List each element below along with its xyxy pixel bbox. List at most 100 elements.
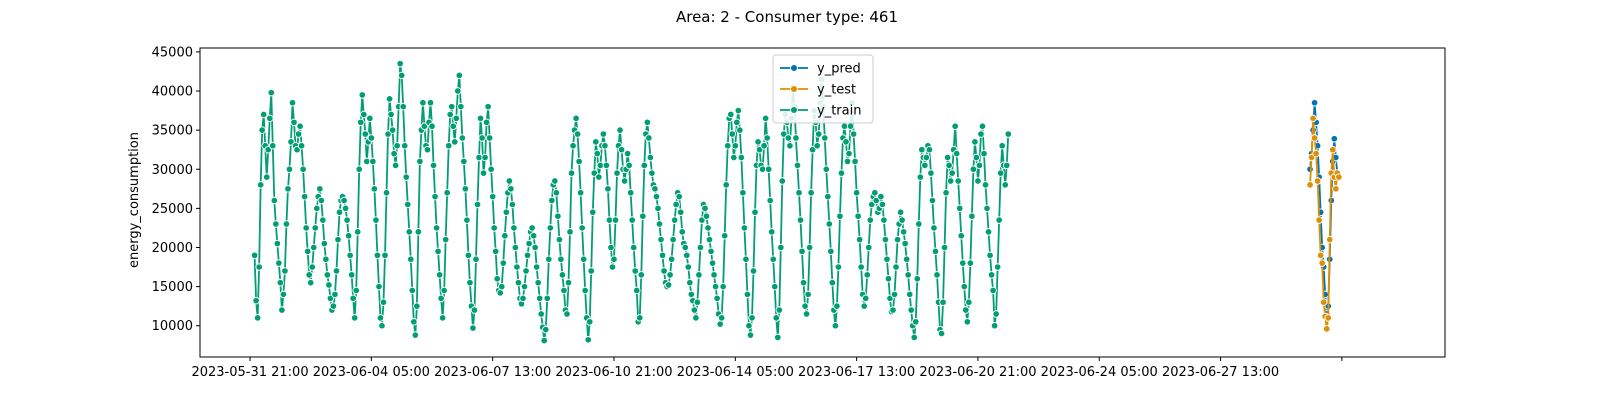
data-point (528, 224, 536, 232)
data-point (554, 212, 562, 220)
data-point (922, 153, 931, 162)
data-point (388, 126, 397, 134)
data-point (963, 318, 972, 326)
data-point (1330, 134, 1339, 143)
data-point (428, 122, 436, 130)
data-point (569, 142, 577, 150)
data-point (686, 278, 694, 287)
data-point (551, 177, 559, 185)
data-point (851, 157, 859, 166)
data-point (548, 196, 556, 205)
data-point (898, 216, 906, 224)
data-point (986, 251, 994, 260)
data-point (728, 130, 737, 138)
data-point (360, 110, 368, 119)
data-point (670, 216, 679, 224)
data-point (479, 169, 488, 177)
data-point (893, 235, 902, 244)
data-point (507, 185, 515, 193)
data-point (971, 138, 979, 146)
data-point (322, 255, 330, 263)
data-point (760, 142, 768, 150)
data-point (987, 271, 996, 279)
data-point (393, 142, 401, 150)
data-point (1310, 99, 1319, 107)
data-point (490, 224, 498, 232)
data-point (323, 271, 332, 279)
data-point (484, 102, 492, 111)
data-point (1315, 216, 1323, 224)
data-point (722, 181, 730, 189)
data-point (928, 196, 937, 205)
x-tick-label: 2023-06-04 05:00 (313, 365, 430, 380)
series-line (253, 62, 1010, 342)
data-point (481, 153, 489, 162)
data-point (302, 224, 310, 232)
data-point (379, 298, 388, 306)
y-tick-label: 20000 (152, 241, 193, 256)
data-point (376, 314, 385, 322)
data-point (426, 99, 435, 107)
data-point (400, 142, 409, 150)
data-point (311, 224, 320, 232)
data-point (880, 216, 888, 224)
data-point (273, 239, 282, 248)
data-point (769, 255, 777, 263)
data-point (252, 296, 260, 305)
x-tick-label: 2023-06-14 05:00 (677, 365, 794, 380)
data-point (737, 153, 746, 162)
data-point (896, 208, 905, 217)
data-point (299, 165, 307, 173)
data-point (350, 314, 359, 322)
data-point (902, 255, 911, 263)
data-point (463, 216, 471, 224)
legend-label: y_test (817, 83, 856, 98)
data-point (566, 228, 574, 236)
data-point (558, 271, 567, 279)
x-tick-label: 2023-06-24 05:00 (1041, 365, 1158, 380)
data-point (259, 110, 268, 119)
data-point (761, 114, 770, 123)
data-point (534, 278, 542, 287)
data-point (513, 263, 521, 271)
data-point (625, 161, 633, 170)
data-point (278, 306, 286, 314)
data-point (372, 216, 380, 224)
data-point (385, 95, 394, 103)
data-point (458, 134, 467, 142)
data-point (943, 153, 952, 162)
data-point (306, 278, 315, 287)
data-point (675, 192, 683, 201)
data-point (514, 278, 523, 287)
data-point (470, 306, 479, 314)
data-point (657, 235, 665, 244)
data-point (855, 235, 864, 244)
data-point (491, 247, 500, 256)
data-point (739, 188, 747, 197)
data-point (805, 243, 814, 252)
data-point (881, 235, 890, 244)
data-point (320, 239, 329, 248)
y-tick-label: 40000 (152, 85, 193, 100)
data-point (269, 142, 277, 150)
data-point (519, 294, 527, 303)
data-point (343, 216, 351, 224)
data-point (575, 157, 583, 166)
data-point (901, 239, 909, 248)
data-point (1318, 259, 1326, 267)
data-point (498, 282, 506, 291)
data-point (511, 243, 520, 252)
data-point (681, 243, 690, 252)
data-point (646, 153, 655, 162)
series-y-test (1306, 114, 1343, 333)
data-point (736, 126, 744, 134)
data-point (313, 204, 321, 213)
data-point (801, 302, 809, 310)
data-point (916, 173, 925, 181)
data-point (981, 181, 990, 189)
data-point (262, 173, 271, 181)
data-point (297, 142, 306, 150)
data-point (270, 196, 279, 205)
data-point (795, 188, 803, 197)
data-point (666, 271, 674, 279)
